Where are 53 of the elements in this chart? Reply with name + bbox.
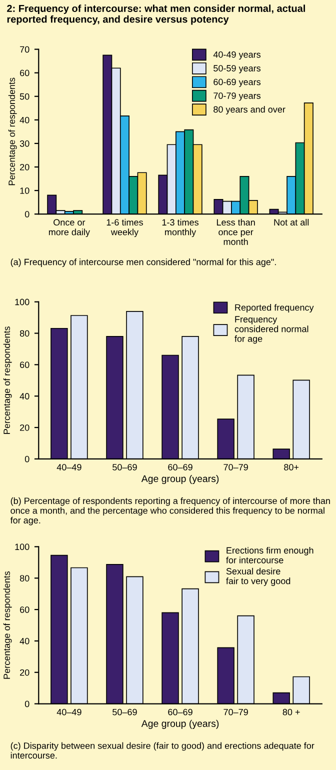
x-tick-label: 80+: [284, 464, 299, 470]
y-tick-label: 40: [20, 638, 30, 644]
x-tick-label: 40–49: [56, 464, 82, 470]
x-tick-label: 1-3 times monthly: [162, 218, 198, 238]
y-tick-label: 20: [20, 424, 30, 431]
x-tick-label: 1-6 times weekly: [106, 218, 143, 238]
y-tick-label: 100: [15, 544, 30, 550]
y-tick-label: 40: [20, 393, 30, 400]
legend-label: 80 years and over: [214, 106, 286, 114]
x-tick-label: 40–49: [56, 708, 82, 716]
legend-label: 70-79 years: [214, 92, 261, 101]
x-tick-label: 50–69: [112, 464, 137, 470]
legend-label: 40-49 years: [213, 51, 261, 60]
y-tick-label: 50: [20, 93, 30, 100]
y-tick-label: 0: [24, 211, 30, 218]
y-axis-title: Percentage of respondents: [3, 571, 12, 679]
text: (a) Frequency of intercourse men considered "normal for this age".: [10, 258, 276, 267]
y-tick-label: 80: [20, 330, 30, 337]
legend-label: 60-69 years: [214, 78, 261, 87]
y-tick-label: 10: [20, 187, 30, 194]
x-tick-label: 60–69: [168, 708, 192, 716]
y-tick-label: 60: [20, 70, 30, 76]
y-tick-label: 30: [20, 140, 30, 147]
y-axis-title: Percentage of respondents: [8, 78, 17, 186]
x-tick-label: 80 +: [282, 708, 300, 716]
y-tick-label: 20: [20, 164, 30, 170]
y-tick-label: 60: [20, 606, 30, 613]
y-tick-label: 60: [20, 362, 30, 368]
y-tick-label: 20: [20, 669, 30, 676]
x-axis-title: Age group (years): [141, 720, 219, 729]
x-tick-label: Once or more daily: [48, 219, 90, 238]
x-tick-label: Not at all: [274, 218, 309, 226]
text: (c) Disparity between sexual desire (fair to good) and erections adequate for intercourse.: [10, 742, 314, 759]
x-tick-label: 70–79: [224, 464, 248, 470]
y-tick-label: 40: [20, 116, 30, 124]
y-axis-title: Percentage of respondents: [3, 326, 12, 434]
x-axis-title: Age group (years): [141, 474, 219, 484]
x-tick-label: 60–69: [168, 464, 192, 470]
x-tick-label: 50–69: [112, 708, 137, 716]
x-tick-label: 70–79: [224, 708, 248, 716]
legend-label: Erections firm enough for intercourse: [226, 546, 314, 564]
y-tick-label: 70: [20, 46, 30, 53]
text: (b) Percentage of respondents reporting a frequency of intercourse of more than once a month, and the percentage who considered this frequency to be normal for age.: [10, 497, 330, 526]
x-tick-label: Less than once per month: [216, 218, 255, 245]
legend-label: Reported frequency: [235, 304, 314, 312]
y-tick-label: 0: [24, 700, 30, 708]
legend-label: Frequency considered normal for age: [234, 316, 308, 344]
legend-label: Sexual desire fair to very good: [226, 568, 290, 586]
y-tick-label: 0: [24, 456, 30, 462]
legend-label: 50-59 years: [214, 65, 261, 74]
y-tick-label: 100: [15, 298, 30, 306]
y-tick-label: 80: [20, 575, 30, 582]
chart-title: 2: Frequency of intercourse: what men consider normal, actual reported frequency, and desire versus potency: [7, 4, 305, 25]
